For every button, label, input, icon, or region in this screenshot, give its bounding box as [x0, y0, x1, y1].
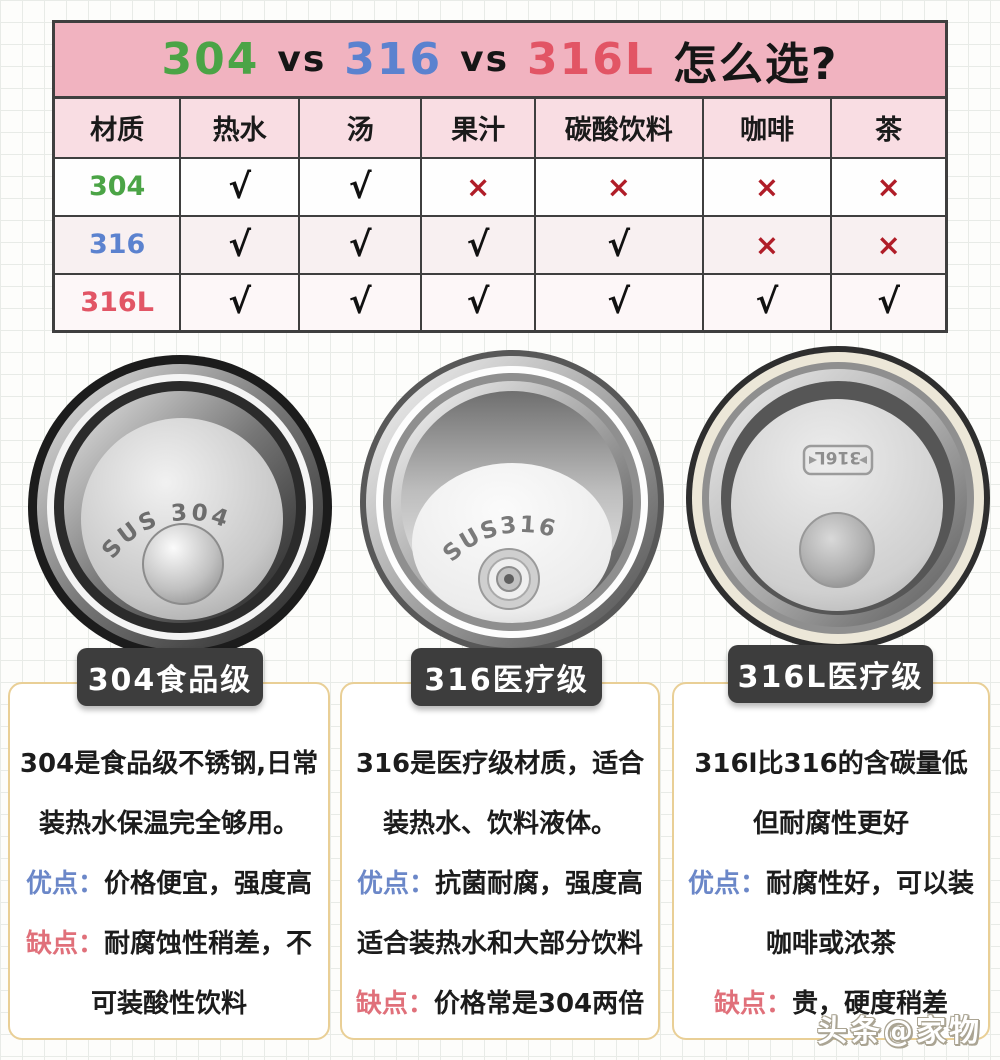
- page-title: 304 vs 316 vs 316L 怎么选?: [52, 20, 948, 96]
- cons-label: 缺点：: [713, 989, 792, 1019]
- check-mark: √: [701, 272, 833, 333]
- column-header: 果汁: [420, 96, 536, 159]
- material-label: 304: [52, 156, 182, 217]
- card-316-pros: 优点：抗菌耐腐，强度高适合装热水和大部分饮料: [350, 854, 650, 974]
- cup-photo-316: SUS316: [360, 350, 664, 654]
- table-row: 316 √ √ √ √ × ×: [52, 214, 948, 275]
- cons-text: 价格常是304两倍: [433, 989, 645, 1019]
- column-header: 热水: [179, 96, 301, 159]
- cons-label: 缺点：: [355, 989, 434, 1019]
- check-mark: √: [830, 272, 948, 333]
- card-316-intro: 316是医疗级材质，适合装热水、饮料液体。: [355, 749, 645, 839]
- column-header: 碳酸饮料: [533, 96, 704, 159]
- check-mark: √: [533, 214, 704, 275]
- table-row: 304 √ √ × × × ×: [52, 156, 948, 217]
- cup-photo-316l: 316L: [686, 346, 990, 650]
- title-vs-2: vs: [460, 39, 510, 80]
- title-316: 316: [344, 34, 443, 85]
- cross-mark: ×: [830, 156, 948, 217]
- pros-label: 优点：: [25, 869, 104, 899]
- cross-mark: ×: [420, 156, 536, 217]
- card-316-cons: 缺点：价格常是304两倍: [350, 974, 650, 1034]
- card-316: 316是医疗级材质，适合装热水、饮料液体。 优点：抗菌耐腐，强度高适合装热水和大…: [340, 682, 660, 1040]
- cup-engraving-316l: 316L: [815, 447, 861, 467]
- cross-mark: ×: [701, 156, 833, 217]
- title-316l: 316L: [527, 34, 655, 85]
- title-vs-1: vs: [277, 39, 327, 80]
- check-mark: √: [420, 272, 536, 333]
- badge-304-food-grade: 304食品级: [77, 648, 263, 706]
- cup-stamp-316l: 316L: [802, 444, 874, 476]
- check-mark: √: [179, 156, 301, 217]
- material-label: 316: [52, 214, 182, 275]
- cons-text: 耐腐蚀性稍差，不可装酸性饮料: [90, 929, 313, 1019]
- check-mark: √: [533, 272, 704, 333]
- check-mark: √: [298, 272, 423, 333]
- column-header: 茶: [830, 96, 948, 159]
- pros-label: 优点：: [687, 869, 766, 899]
- check-mark: √: [298, 156, 423, 217]
- check-mark: √: [298, 214, 423, 275]
- comparison-table: 材质 热水汤果汁 碳酸饮料 咖啡茶 304 √ √ × × × × 316 √ √ √ √ × × 316L √ √ √…: [52, 96, 948, 333]
- card-316l: 316l比316的含碳量低但耐腐性更好 优点：耐腐性好，可以装咖啡或浓茶 缺点：…: [672, 682, 990, 1040]
- column-header: 咖啡: [701, 96, 833, 159]
- card-304-pros: 优点：价格便宜，强度高: [18, 854, 320, 914]
- card-304-cons: 缺点：耐腐蚀性稍差，不可装酸性饮料: [18, 914, 320, 1034]
- check-mark: √: [179, 214, 301, 275]
- material-label: 316L: [52, 272, 182, 333]
- pros-text: 耐腐性好，可以装咖啡或浓茶: [765, 869, 975, 959]
- title-suffix: 怎么选?: [672, 38, 839, 90]
- cons-label: 缺点：: [25, 929, 104, 959]
- pros-text: 价格便宜，强度高: [104, 869, 313, 899]
- title-304: 304: [161, 34, 260, 85]
- pros-text: 抗菌耐腐，强度高适合装热水和大部分饮料: [356, 869, 644, 959]
- badge-316l-medical-grade: 316L医疗级: [728, 645, 933, 703]
- cross-mark: ×: [830, 214, 948, 275]
- cross-mark: ×: [533, 156, 704, 217]
- column-header: 汤: [298, 96, 423, 159]
- cross-mark: ×: [701, 214, 833, 275]
- card-316l-pros: 优点：耐腐性好，可以装咖啡或浓茶: [682, 854, 980, 974]
- card-316l-intro: 316l比316的含碳量低但耐腐性更好: [694, 749, 968, 839]
- table-body: 304 √ √ × × × × 316 √ √ √ √ × × 316L √ √ √ √ √ √: [52, 156, 948, 333]
- column-header: 材质: [52, 96, 182, 159]
- check-mark: √: [179, 272, 301, 333]
- watermark: 头条@家物: [817, 1014, 982, 1049]
- cup-photo-304: SUS 304: [28, 355, 332, 659]
- card-304: 304是食品级不锈钢,日常装热水保温完全够用。 优点：价格便宜，强度高 缺点：耐…: [8, 682, 330, 1040]
- badge-316-medical-grade: 316医疗级: [411, 648, 602, 706]
- cons-text: 贵，硬度稍差: [792, 989, 949, 1019]
- table-header-row: 材质 热水汤果汁 碳酸饮料 咖啡茶: [52, 96, 948, 159]
- pros-label: 优点：: [356, 869, 435, 899]
- table-row: 316L √ √ √ √ √ √: [52, 272, 948, 333]
- card-304-intro: 304是食品级不锈钢,日常装热水保温完全够用。: [19, 749, 319, 839]
- check-mark: √: [420, 214, 536, 275]
- card-316l-cons: 缺点：贵，硬度稍差: [682, 974, 980, 1034]
